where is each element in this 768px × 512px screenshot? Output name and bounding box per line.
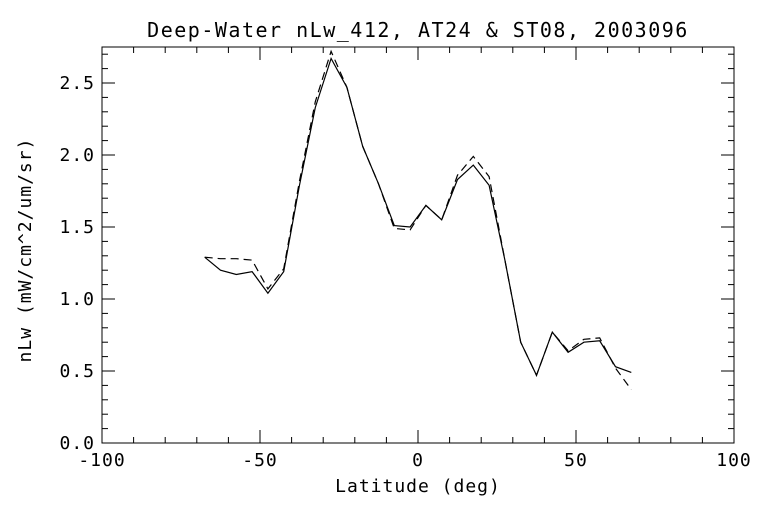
chart-title: Deep-Water nLw_412, AT24 & ST08, 2003096: [147, 18, 689, 42]
x-tick-label-0: -100: [78, 450, 125, 471]
tick-marks: [101, 47, 735, 444]
y-tick-label-1: 0.5: [59, 361, 95, 382]
y-tick-label-4: 2.0: [59, 145, 95, 166]
x-tick-label-2: 0: [412, 450, 424, 471]
x-tick-label-3: 50: [564, 450, 588, 471]
y-axis-label: nLw (mW/cm^2/um/sr): [15, 138, 36, 363]
series-dashed-line: [204, 49, 632, 391]
y-tick-label-2: 1.0: [59, 289, 95, 310]
series-solid-line: [204, 56, 632, 377]
y-tick-label-0: 0.0: [59, 433, 95, 454]
y-tick-label-5: 2.5: [59, 73, 95, 94]
x-axis-label: Latitude (deg): [335, 476, 501, 497]
plot-box: [101, 46, 735, 444]
y-tick-label-3: 1.5: [59, 217, 95, 238]
x-tick-label-4: 100: [716, 450, 752, 471]
x-tick-label-1: -50: [242, 450, 278, 471]
